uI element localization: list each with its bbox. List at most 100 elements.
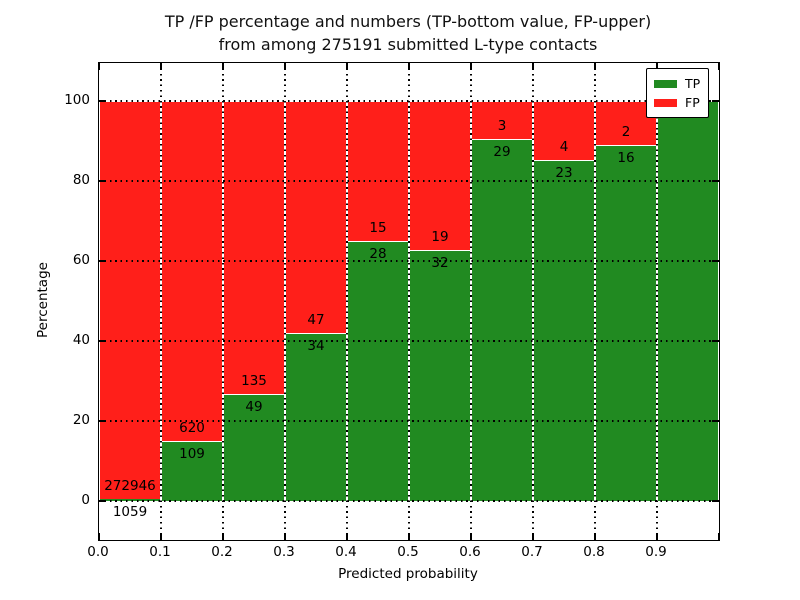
x-tick-mark-bottom	[98, 533, 100, 540]
y-tick-mark-right	[712, 500, 719, 502]
x-tick-label-0.1: 0.1	[149, 544, 171, 560]
y-tick-mark-left	[99, 180, 106, 182]
bar-segment-fp-5	[409, 101, 471, 251]
tp-count-label-4: 28	[369, 245, 387, 262]
x-tick-mark-top	[160, 63, 162, 70]
fp-count-label-1: 620	[179, 420, 205, 437]
plot-area: TP FP 272946 1059 620 109 135 49 47 34 15 28 19 32 3…	[98, 62, 720, 541]
chart-title-line-1: TP /FP percentage and numbers (TP-bottom…	[164, 12, 652, 31]
x-tick-mark-bottom	[346, 533, 348, 540]
y-tick-mark-right	[712, 260, 719, 262]
tp-count-label-2: 49	[245, 399, 263, 416]
y-tick-mark-left	[99, 100, 106, 102]
x-tick-mark-bottom	[718, 533, 720, 540]
x-tick-mark-top	[532, 63, 534, 70]
x-tick-mark-top	[718, 63, 720, 70]
x-tick-mark-top	[346, 63, 348, 70]
x-tick-mark-bottom	[222, 533, 224, 540]
x-tick-label-0.9: 0.9	[645, 544, 667, 560]
x-tick-label-0.5: 0.5	[397, 544, 419, 560]
gridline-v-0.6	[470, 63, 472, 540]
legend-item-tp: TP	[654, 74, 700, 93]
y-tick-mark-left	[99, 500, 106, 502]
gridline-v-0.3	[284, 63, 286, 540]
fp-count-label-3: 47	[307, 312, 325, 329]
y-tick-mark-right	[712, 340, 719, 342]
x-tick-mark-top	[222, 63, 224, 70]
fp-count-label-5: 19	[431, 229, 449, 246]
bar-segment-tp-6	[471, 138, 533, 501]
y-tick-label-0: 0	[81, 492, 90, 508]
gridline-v-0.7	[532, 63, 534, 540]
y-tick-mark-right	[712, 420, 719, 422]
fp-count-label-4: 15	[369, 219, 387, 236]
bar-segment-fp-3	[285, 101, 347, 334]
fp-count-label-7: 4	[559, 139, 569, 156]
gridline-v-0.9	[656, 63, 658, 540]
y-tick-label-40: 40	[72, 332, 90, 348]
x-tick-mark-top	[284, 63, 286, 70]
x-tick-mark-top	[470, 63, 472, 70]
gridline-v-0.2	[222, 63, 224, 540]
bar-segment-tp-4	[347, 240, 409, 501]
x-tick-label-0.4: 0.4	[335, 544, 357, 560]
legend-label-tp: TP	[685, 76, 701, 91]
y-tick-mark-left	[99, 260, 106, 262]
tp-count-label-1: 109	[179, 446, 205, 463]
fp-count-label-8: 2	[621, 124, 631, 141]
y-tick-label-80: 80	[72, 172, 90, 188]
y-tick-label-100: 100	[64, 92, 90, 108]
legend-item-fp: FP	[654, 93, 700, 112]
gridline-v-0.5	[408, 63, 410, 540]
bar-segment-tp-5	[409, 250, 471, 501]
y-tick-mark-left	[99, 340, 106, 342]
tp-legend-swatch-icon	[654, 79, 677, 88]
y-tick-mark-right	[712, 180, 719, 182]
tp-count-label-0: 1059	[112, 504, 148, 521]
x-tick-mark-bottom	[594, 533, 596, 540]
tp-count-label-6: 29	[493, 143, 511, 160]
x-tick-mark-bottom	[408, 533, 410, 540]
x-tick-label-0.6: 0.6	[459, 544, 481, 560]
x-tick-mark-top	[408, 63, 410, 70]
y-tick-label-60: 60	[72, 252, 90, 268]
bar-segment-fp-6	[471, 101, 533, 139]
fp-count-label-2: 135	[241, 373, 267, 390]
bar-segment-tp-7	[533, 160, 595, 501]
chart-title: TP /FP percentage and numbers (TP-bottom…	[98, 10, 718, 56]
x-tick-label-0.7: 0.7	[521, 544, 543, 560]
y-tick-mark-left	[99, 420, 106, 422]
fp-legend-swatch-icon	[654, 98, 677, 107]
gridline-v-0.4	[346, 63, 348, 540]
x-axis-label: Predicted probability	[338, 566, 478, 582]
legend-label-fp: FP	[685, 95, 700, 110]
legend: TP FP	[646, 68, 710, 118]
x-tick-mark-top	[656, 63, 658, 70]
tp-count-label-8: 16	[617, 150, 635, 167]
gridline-v-0.1	[160, 63, 162, 540]
x-tick-mark-top	[98, 63, 100, 70]
fp-count-label-6: 3	[497, 117, 507, 134]
x-tick-mark-bottom	[656, 533, 658, 540]
x-tick-label-0.2: 0.2	[211, 544, 233, 560]
gridline-v-0.8	[594, 63, 596, 540]
fp-count-label-0: 272946	[104, 478, 156, 495]
bar-segment-tp-9	[657, 101, 719, 501]
x-tick-mark-bottom	[532, 533, 534, 540]
y-axis-label: Percentage	[35, 262, 51, 338]
bar-segment-tp-3	[285, 333, 347, 501]
x-tick-mark-bottom	[160, 533, 162, 540]
tp-count-label-5: 32	[431, 255, 449, 272]
x-tick-label-0.8: 0.8	[583, 544, 605, 560]
chart-title-line-2: from among 275191 submitted L-type conta…	[218, 35, 598, 54]
tp-count-label-7: 23	[555, 165, 573, 182]
x-tick-mark-bottom	[284, 533, 286, 540]
y-tick-mark-right	[712, 100, 719, 102]
x-tick-mark-top	[594, 63, 596, 70]
x-tick-label-0.3: 0.3	[273, 544, 295, 560]
x-tick-label-0.0: 0.0	[87, 544, 109, 560]
bar-segment-tp-8	[595, 145, 657, 501]
bar-segment-fp-0	[99, 101, 161, 500]
y-tick-label-20: 20	[72, 412, 90, 428]
